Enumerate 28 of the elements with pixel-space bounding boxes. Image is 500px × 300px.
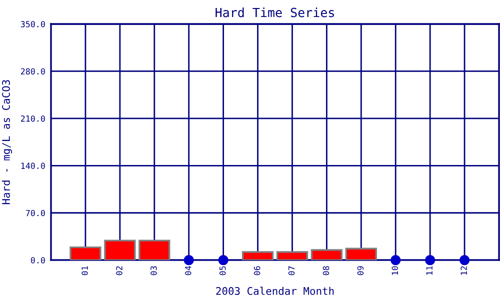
x-tick-label: 06 bbox=[254, 266, 260, 276]
y-tick-label: 0.0 bbox=[30, 257, 45, 264]
y-tick-label: 140.0 bbox=[21, 162, 45, 169]
x-axis-title: 2003 Calendar Month bbox=[216, 286, 334, 295]
bar bbox=[242, 251, 274, 260]
x-tick-label: 08 bbox=[322, 266, 330, 276]
x-tick-label: 02 bbox=[116, 266, 122, 276]
y-tick-label: 280.0 bbox=[20, 68, 45, 75]
x-tick-label: 10 bbox=[392, 266, 398, 275]
y-tick-label: 210.0 bbox=[20, 115, 45, 122]
chart-title: Hard Time Series bbox=[216, 8, 334, 18]
x-tick-label: 09 bbox=[357, 266, 364, 276]
x-tick-label: 04 bbox=[184, 266, 192, 276]
bar bbox=[345, 248, 377, 260]
x-tick-label: 03 bbox=[150, 266, 157, 276]
x-tick-label: 11 bbox=[426, 266, 432, 275]
bar bbox=[310, 249, 343, 260]
bar bbox=[70, 246, 102, 260]
bar bbox=[104, 240, 136, 260]
x-tick-label: 01 bbox=[82, 266, 88, 276]
y-tick-label: 350.0 bbox=[20, 21, 45, 28]
y-axis-title: Hard - mg/L as CaCO3 bbox=[2, 80, 12, 204]
bar bbox=[138, 240, 170, 260]
bar bbox=[276, 251, 308, 260]
x-tick-label: 05 bbox=[219, 266, 226, 276]
x-tick-label: 07 bbox=[288, 266, 295, 276]
y-tick-label: 70.0 bbox=[26, 210, 45, 216]
x-tick-label: 12 bbox=[460, 266, 467, 275]
